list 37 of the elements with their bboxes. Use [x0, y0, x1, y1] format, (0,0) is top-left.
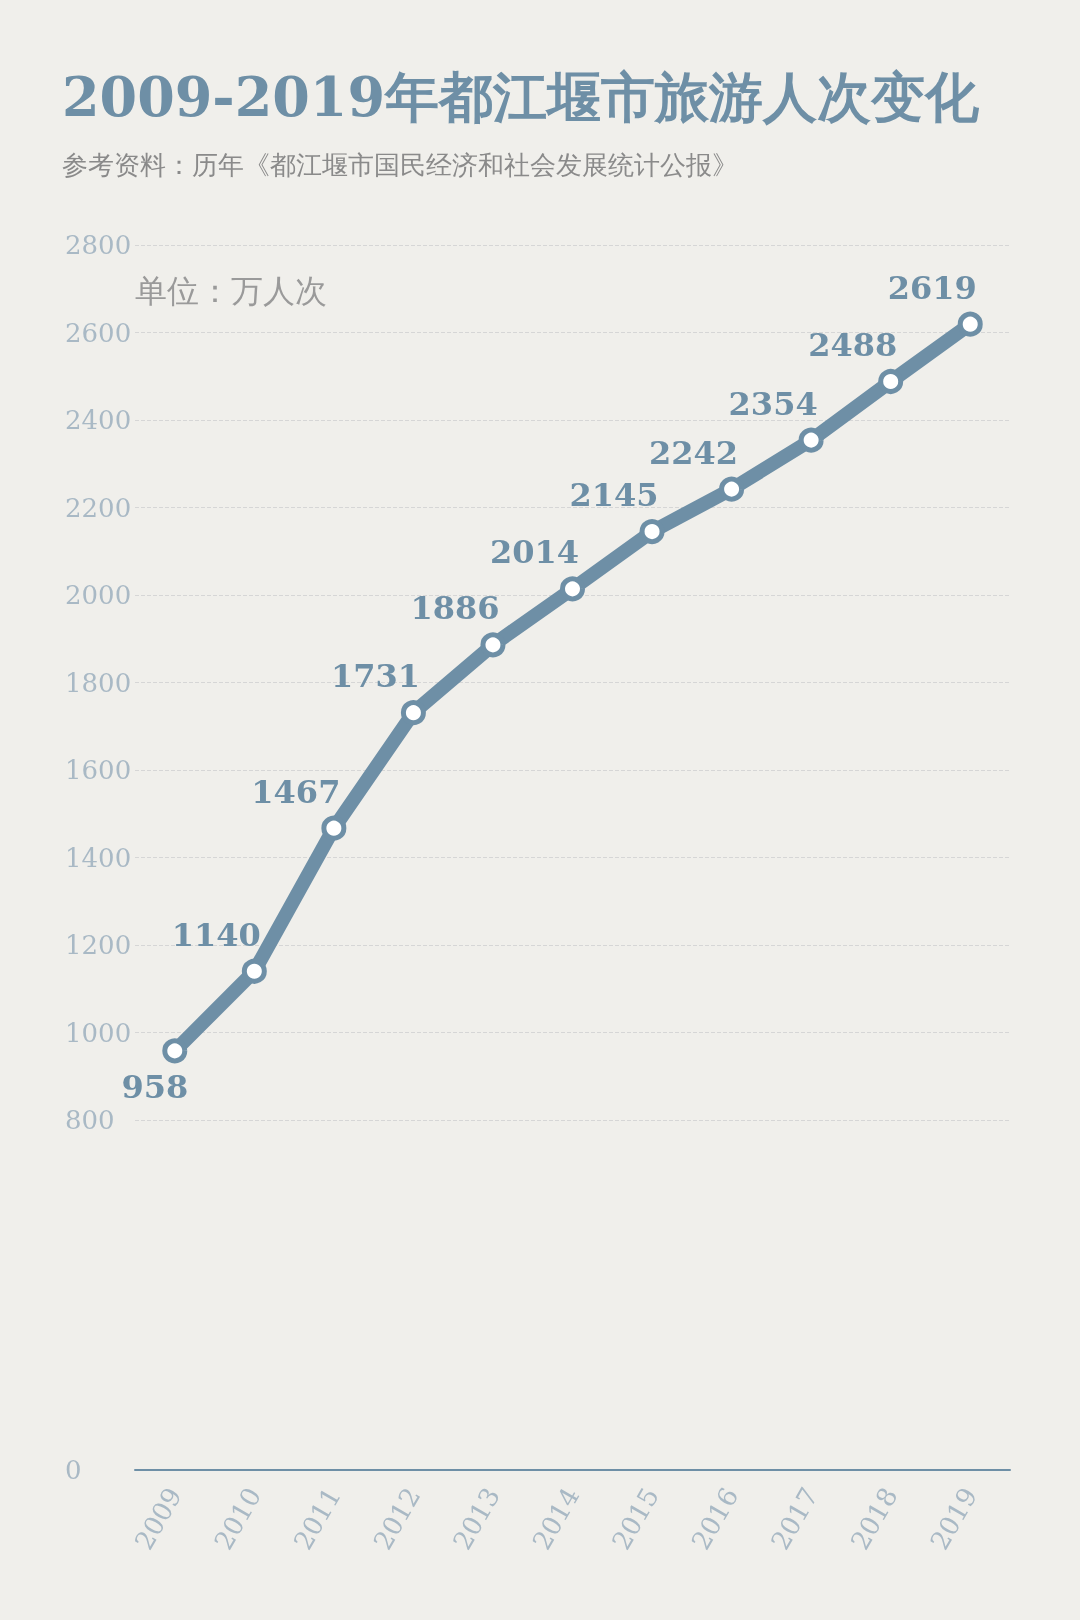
data-label: 958 [121, 1068, 189, 1107]
y-tick-label: 1200 [65, 930, 132, 960]
chart-subtitle: 参考资料：历年《都江堰市国民经济和社会发展统计公报》 [62, 149, 738, 182]
point [719, 476, 745, 502]
y-tick-label: 0 [65, 1455, 82, 1485]
data-label: 2488 [808, 326, 898, 364]
point [480, 632, 506, 658]
point [798, 427, 824, 453]
y-tick-label: 1600 [65, 755, 132, 785]
data-label: 2354 [728, 384, 818, 423]
point [878, 369, 904, 394]
data-label: 1467 [251, 772, 341, 811]
y-tick-label: 1800 [65, 667, 132, 698]
y-tick-label: 2400 [65, 405, 132, 435]
point [321, 815, 347, 841]
data-label: 1886 [410, 589, 500, 628]
y-tick-label: 2800 [65, 230, 132, 260]
y-tick-label: 2600 [65, 317, 132, 348]
data-label: 2014 [489, 533, 580, 572]
point [241, 958, 267, 984]
data-label: 1140 [171, 915, 261, 954]
data-label: 1731 [330, 657, 420, 696]
point [162, 1038, 188, 1064]
data-label: 2242 [649, 433, 739, 472]
point [400, 700, 426, 726]
point [560, 576, 585, 602]
point [639, 519, 665, 545]
y-tick-label: 1400 [65, 842, 132, 873]
data-label: 2145 [569, 476, 659, 515]
point [957, 311, 983, 337]
y-tick-label: 2200 [65, 492, 132, 523]
chart-title: 2009-2019年都江堰市旅游人次变化 [62, 64, 979, 131]
y-tick-label: 1000 [65, 1017, 132, 1048]
y-tick-label: 2000 [65, 580, 132, 610]
annotation: 单位：万人次 [135, 272, 327, 310]
y-tick-label: 800 [65, 1105, 115, 1135]
data-label: 2619 [887, 268, 977, 307]
